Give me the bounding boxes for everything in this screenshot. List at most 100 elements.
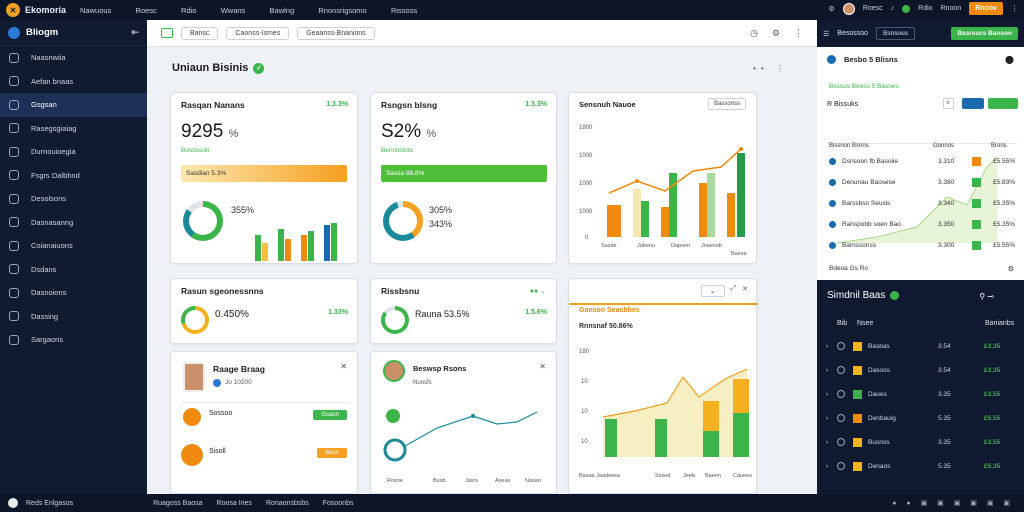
status-item[interactable]: Ronaonsbsbs — [265, 499, 309, 507]
sidebar-item[interactable]: Rasegsgiaiag — [0, 117, 147, 141]
bar-mark — [633, 189, 641, 237]
top-nav-item[interactable]: Rdio — [181, 5, 197, 15]
menu-icon[interactable]: ☰ — [823, 30, 830, 38]
filter-chip[interactable]: Bansc — [181, 26, 219, 40]
sidebar-item[interactable]: Sargaons — [0, 328, 147, 352]
table-row[interactable]: Dsnsoon fb Basoiie 3.310 £5.55% — [829, 157, 1015, 166]
close-icon[interactable]: ⬤ — [1005, 55, 1014, 64]
status-item[interactable]: Roosa Ines — [216, 499, 252, 507]
filter-dropdown[interactable]: Bassonss — [707, 98, 746, 110]
close-icon[interactable]: ✕ — [340, 362, 347, 371]
chevron-right-icon[interactable]: › — [825, 366, 829, 374]
settings-icon[interactable]: ⚙ — [771, 27, 780, 38]
bell-icon[interactable]: ♪ — [890, 5, 895, 12]
list-item[interactable]: › Denaos 5.35 £5.35 — [817, 454, 1024, 478]
chevron-right-icon[interactable]: › — [825, 414, 829, 422]
more-icon[interactable]: ⋮ — [794, 27, 803, 38]
avatar[interactable] — [383, 360, 405, 382]
close-icon[interactable]: ✕ — [539, 362, 546, 371]
sidebar-item[interactable]: Dasnoions — [0, 281, 147, 305]
filter-dropdown[interactable]: Geaanss-Bnanions — [297, 26, 375, 40]
top-right-item[interactable]: Rdio — [918, 5, 933, 12]
chevron-right-icon[interactable]: › — [825, 438, 829, 446]
filter-icon[interactable]: ⚲ ⊸ — [979, 292, 994, 301]
sidebar-item[interactable]: Desolsons — [0, 187, 147, 211]
sidebar-item[interactable]: Fsgrs Dalbhnd — [0, 164, 147, 188]
chevron-right-icon[interactable]: › — [825, 462, 829, 470]
nav-icon — [9, 76, 19, 87]
row-value: 3.310 — [938, 158, 955, 165]
chevron-right-icon[interactable]: › — [825, 342, 829, 350]
top-right-item[interactable]: Roesc — [862, 5, 883, 12]
sidebar-item[interactable]: Naasnwiia — [0, 46, 147, 70]
list-item[interactable]: › Daues 3.35 £3.55 — [817, 382, 1024, 406]
avatar[interactable] — [842, 2, 855, 15]
chevron-right-icon[interactable]: › — [825, 390, 829, 398]
more-icon[interactable]: ⚙ — [1007, 266, 1014, 273]
point-mark — [635, 179, 639, 183]
table-row[interactable]: Ranspobb soen Bao 3.350 £5.35% — [829, 220, 1015, 229]
search-icon[interactable]: ⌕ — [942, 98, 954, 109]
primary-button[interactable]: Bssrsscs Bansoo — [951, 27, 1018, 40]
sidebar-item-label: Dasnoions — [31, 288, 67, 298]
bar-mark — [703, 431, 719, 457]
close-icon[interactable]: ✕ — [6, 3, 20, 17]
sidebar-item[interactable]: Coianaiuons — [0, 234, 147, 258]
sidebar-item[interactable]: Durnouioegia — [0, 140, 147, 164]
action-button[interactable]: Gsaon — [313, 410, 347, 420]
dropdown-chip[interactable]: ⌄ — [700, 285, 725, 297]
title-controls[interactable]: •• ⋮ — [753, 64, 789, 73]
row-swatch — [972, 220, 981, 229]
filter-chip[interactable]: Bsnsous — [876, 27, 915, 40]
collapse-icon[interactable]: ⇤ — [131, 27, 139, 37]
action-button[interactable] — [988, 98, 1018, 109]
card-title: Rsngsn blsng — [381, 100, 438, 110]
clock-icon[interactable]: ◷ — [750, 27, 758, 38]
point-mark — [739, 147, 743, 151]
table-row[interactable]: Barnssonss 3.300 £5.55% — [829, 241, 1015, 250]
action-button[interactable]: Baos — [317, 448, 347, 458]
table-row[interactable]: Denunau Baosese 3.380 £5.83% — [829, 178, 1015, 187]
status-item[interactable]: Ruagoss Baosa — [153, 499, 203, 507]
top-nav-item[interactable]: Bawlng — [269, 5, 295, 15]
top-nav-item[interactable]: Rnonsrigsomo — [318, 5, 367, 15]
grid-icon[interactable] — [161, 28, 173, 38]
top-nav-item[interactable]: Rissoss — [390, 5, 418, 15]
sidebar-item[interactable]: Dsdans — [0, 258, 147, 282]
progress-bar: Sasdian 5.3% — [181, 165, 347, 182]
expand-icon[interactable]: ⤢ — [730, 285, 737, 292]
sidebar-item[interactable]: Gsgsan — [0, 93, 147, 117]
point-mark — [383, 438, 407, 462]
row-value: 5.35 — [938, 414, 951, 422]
list-item[interactable]: › Denbauig 5.35 £5.55 — [817, 406, 1024, 430]
gear-icon[interactable]: ⚙ — [828, 5, 835, 13]
close-icon[interactable]: ✕ — [742, 286, 748, 293]
list-item[interactable]: › Dasoos 3.54 £3.35 — [817, 358, 1024, 382]
row-amount: £5.35 — [984, 462, 1001, 470]
kpi-value: 0.450% — [215, 309, 249, 320]
y-tick: 1800 — [579, 125, 593, 131]
top-nav-item[interactable]: Nawuous — [80, 5, 112, 15]
y-tick: 180 — [579, 349, 590, 355]
top-right-item[interactable]: Rnoon — [940, 5, 962, 12]
menu-icon[interactable]: ⋮ — [1011, 5, 1018, 13]
sidebar-item[interactable]: Dassing — [0, 305, 147, 329]
nav-icon — [9, 193, 19, 204]
sidebar-item[interactable]: Dasnasanng — [0, 211, 147, 235]
avatar[interactable] — [183, 362, 205, 392]
sidebar-item[interactable]: Aefan bnaas — [0, 70, 147, 94]
top-nav-item[interactable]: Wwans — [220, 5, 246, 15]
list-item[interactable]: › Basbas 3.54 £3.35 — [817, 334, 1024, 358]
top-nav-item[interactable]: Roesc — [135, 5, 157, 15]
top-cta-button[interactable]: Rnoov — [969, 2, 1003, 15]
nav-icon — [9, 52, 19, 63]
area-fill — [837, 157, 997, 243]
panel-footer[interactable]: Bdeoa Gs Ro — [829, 265, 869, 272]
list-item[interactable]: › Busnos 3.35 £3.55 — [817, 430, 1024, 454]
filter-dropdown[interactable]: Caonss-Ismes — [226, 26, 290, 40]
row-icon — [829, 200, 836, 207]
action-button[interactable] — [962, 98, 984, 109]
status-item[interactable]: Fosoonbs — [322, 499, 354, 507]
card-controls[interactable]: ●● ⌄ — [529, 288, 546, 295]
table-row[interactable]: Barssbsn Seusis 3.340 £5.35% — [829, 199, 1015, 208]
